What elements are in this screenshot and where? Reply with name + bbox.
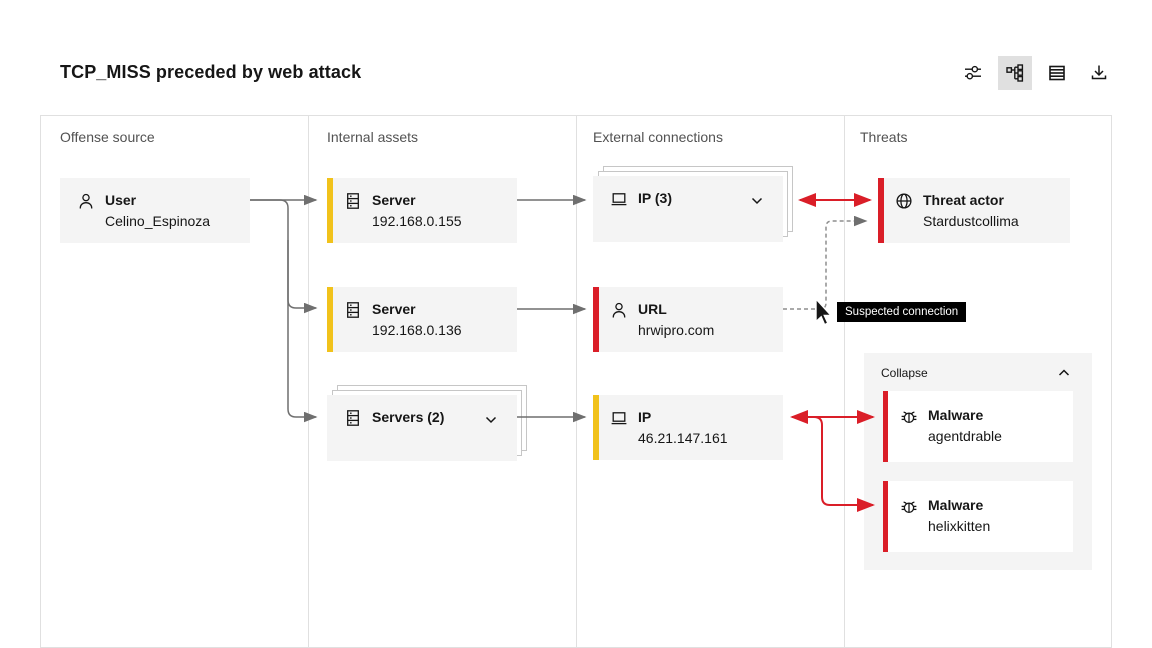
view-toolbar	[956, 56, 1116, 90]
table-view-button[interactable]	[1040, 56, 1074, 90]
user-icon	[609, 300, 629, 320]
server-icon	[343, 300, 363, 320]
node-type-label: Server	[372, 192, 416, 208]
node-value-label: hrwipro.com	[638, 322, 715, 338]
column-divider	[844, 116, 845, 647]
download-button[interactable]	[1082, 56, 1116, 90]
bug-icon	[899, 406, 919, 426]
chevron-down-icon[interactable]	[483, 412, 499, 428]
column-header-offense-source: Offense source	[60, 129, 155, 145]
server-icon	[343, 191, 363, 211]
node-card-threat-actor[interactable]: Threat actor Stardustcollima	[878, 178, 1070, 243]
node-card-server-155[interactable]: Server 192.168.0.155	[327, 178, 517, 243]
node-type-label: IP (3)	[638, 190, 672, 206]
node-type-label: Threat actor	[923, 192, 1004, 208]
column-header-internal-assets: Internal assets	[327, 129, 419, 145]
node-card-malware-agentdrable[interactable]: Malware agentdrable	[883, 391, 1073, 462]
table-view-icon	[1049, 65, 1065, 81]
node-card-server-136[interactable]: Server 192.168.0.136	[327, 287, 517, 352]
node-card-user[interactable]: User Celino_Espinoza	[60, 178, 250, 243]
column-header-threats: Threats	[860, 129, 908, 145]
node-value-label: Stardustcollima	[923, 213, 1019, 229]
node-value-label: 192.168.0.136	[372, 322, 462, 338]
node-value-label: 192.168.0.155	[372, 213, 462, 229]
node-type-label: Malware	[928, 407, 984, 423]
collapse-toggle[interactable]: Collapse	[864, 353, 1092, 391]
node-card-ip-group[interactable]: IP (3)	[593, 176, 783, 242]
chevron-down-icon[interactable]	[749, 193, 765, 209]
node-type-label: Servers (2)	[372, 409, 445, 425]
column-divider	[308, 116, 309, 647]
page-title: TCP_MISS preceded by web attack	[60, 62, 362, 82]
settings-adjust-button[interactable]	[956, 56, 990, 90]
node-value-label: Celino_Espinoza	[105, 213, 211, 229]
node-type-label: URL	[638, 301, 667, 317]
chevron-up-icon	[1056, 365, 1072, 381]
node-value-label: helixkitten	[928, 518, 991, 534]
node-card-ip-161[interactable]: IP 46.21.147.161	[593, 395, 783, 460]
node-value-label: 46.21.147.161	[638, 430, 728, 446]
node-type-label: User	[105, 192, 137, 208]
server-icon	[343, 408, 363, 428]
node-card-servers-group[interactable]: Servers (2)	[327, 395, 517, 461]
globe-icon	[894, 191, 914, 211]
edge-tooltip: Suspected connection	[837, 302, 967, 322]
screen-icon	[609, 189, 629, 209]
node-card-malware-helixkitten[interactable]: Malware helixkitten	[883, 481, 1073, 552]
node-value-label: agentdrable	[928, 428, 1002, 444]
tree-view-button[interactable]	[998, 56, 1032, 90]
collapse-label: Collapse	[881, 366, 928, 380]
bug-icon	[899, 496, 919, 516]
tree-view-icon	[1006, 64, 1024, 82]
column-header-external-connections: External connections	[593, 129, 723, 145]
node-type-label: Server	[372, 301, 416, 317]
screen-icon	[609, 408, 629, 428]
user-icon	[76, 191, 96, 211]
settings-adjust-icon	[965, 65, 981, 80]
node-type-label: IP	[638, 409, 652, 425]
node-card-url[interactable]: URL hrwipro.com	[593, 287, 783, 352]
node-type-label: Malware	[928, 497, 984, 513]
column-divider	[576, 116, 577, 647]
download-icon	[1091, 65, 1107, 80]
